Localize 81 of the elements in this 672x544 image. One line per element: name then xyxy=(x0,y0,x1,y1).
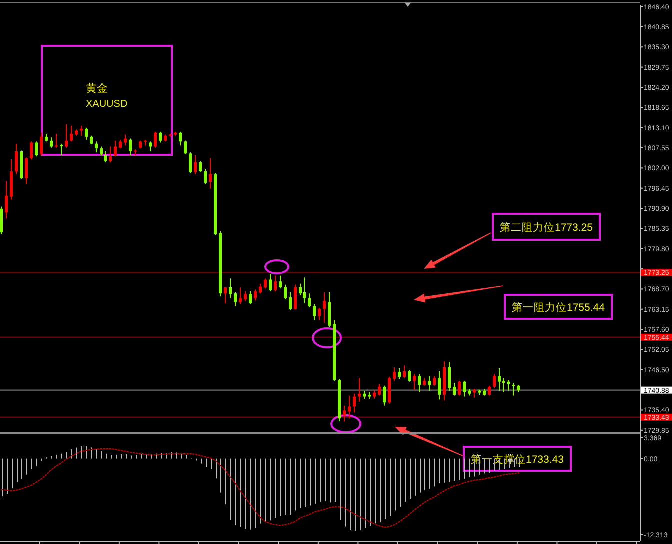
candlestick xyxy=(403,365,406,379)
candlestick xyxy=(264,278,267,289)
text: XAUUSD xyxy=(86,99,128,110)
candlestick xyxy=(279,275,282,289)
candlestick xyxy=(318,308,321,321)
annotation: 第二阻力位1773.25 xyxy=(500,220,594,234)
candlestick xyxy=(289,292,292,311)
candlestick xyxy=(328,292,331,328)
candlestick xyxy=(104,150,107,163)
candlestick xyxy=(159,131,162,144)
candlestick xyxy=(95,141,98,154)
candlestick xyxy=(378,384,381,396)
candlestick xyxy=(149,141,152,152)
candlestick xyxy=(274,275,277,292)
candlestick xyxy=(199,160,202,173)
candlestick xyxy=(129,138,132,156)
candlestick xyxy=(114,140,117,158)
candlestick xyxy=(224,286,227,304)
candlestick xyxy=(488,385,491,396)
candlestick xyxy=(453,382,456,396)
candlestick xyxy=(507,380,510,392)
candlestick xyxy=(244,290,247,302)
candlestick xyxy=(498,368,501,392)
candlestick xyxy=(418,374,421,393)
candlestick xyxy=(323,292,326,324)
candlestick xyxy=(308,293,311,308)
candlestick xyxy=(303,277,306,304)
candlestick xyxy=(25,157,28,185)
candlestick xyxy=(209,158,212,190)
candlestick xyxy=(348,395,351,420)
text: 黄金 xyxy=(86,82,108,95)
candlestick xyxy=(428,376,431,392)
candlestick xyxy=(15,143,18,175)
candlestick xyxy=(502,378,505,393)
candlestick xyxy=(313,304,316,321)
candlestick xyxy=(109,146,112,163)
candlestick xyxy=(413,374,416,390)
candlestick xyxy=(80,126,83,136)
candlestick xyxy=(30,141,33,160)
candlestick xyxy=(229,278,232,299)
candlestick xyxy=(239,286,242,305)
candlestick xyxy=(254,289,257,301)
candlestick xyxy=(194,154,197,175)
candlestick xyxy=(512,382,515,396)
annotation: 第一阻力位1755.44 xyxy=(512,300,606,314)
candlestick xyxy=(50,137,53,148)
candlestick xyxy=(35,141,38,158)
candlestick xyxy=(70,126,73,142)
candlestick xyxy=(55,134,58,148)
candlestick xyxy=(259,283,262,294)
candlestick xyxy=(184,140,187,155)
candlestick xyxy=(40,132,43,156)
candlestick xyxy=(294,284,297,310)
candlestick xyxy=(5,180,8,220)
candlestick xyxy=(60,143,63,156)
candlestick xyxy=(65,124,68,148)
candlestick xyxy=(493,374,496,389)
candlestick xyxy=(284,284,287,300)
candlestick xyxy=(393,366,396,382)
candlestick xyxy=(179,131,182,146)
candlestick xyxy=(458,380,461,396)
candlestick xyxy=(438,370,441,400)
candlestick xyxy=(353,393,356,414)
candlestick xyxy=(383,385,386,406)
candlestick xyxy=(343,405,346,422)
candlestick xyxy=(204,168,207,185)
candlestick xyxy=(0,206,3,235)
candlestick xyxy=(249,290,252,305)
candlestick xyxy=(408,370,411,382)
candlestick xyxy=(358,378,361,402)
candlestick xyxy=(299,283,302,296)
candlestick xyxy=(269,273,272,292)
candlestick xyxy=(463,380,466,398)
candlestick xyxy=(448,362,451,392)
candlestick xyxy=(85,127,88,140)
candlestick xyxy=(398,368,401,380)
candlestick xyxy=(154,131,157,148)
candlestick xyxy=(124,134,127,146)
candlestick xyxy=(234,292,237,307)
candlestick xyxy=(189,152,192,174)
candlestick xyxy=(433,376,436,386)
